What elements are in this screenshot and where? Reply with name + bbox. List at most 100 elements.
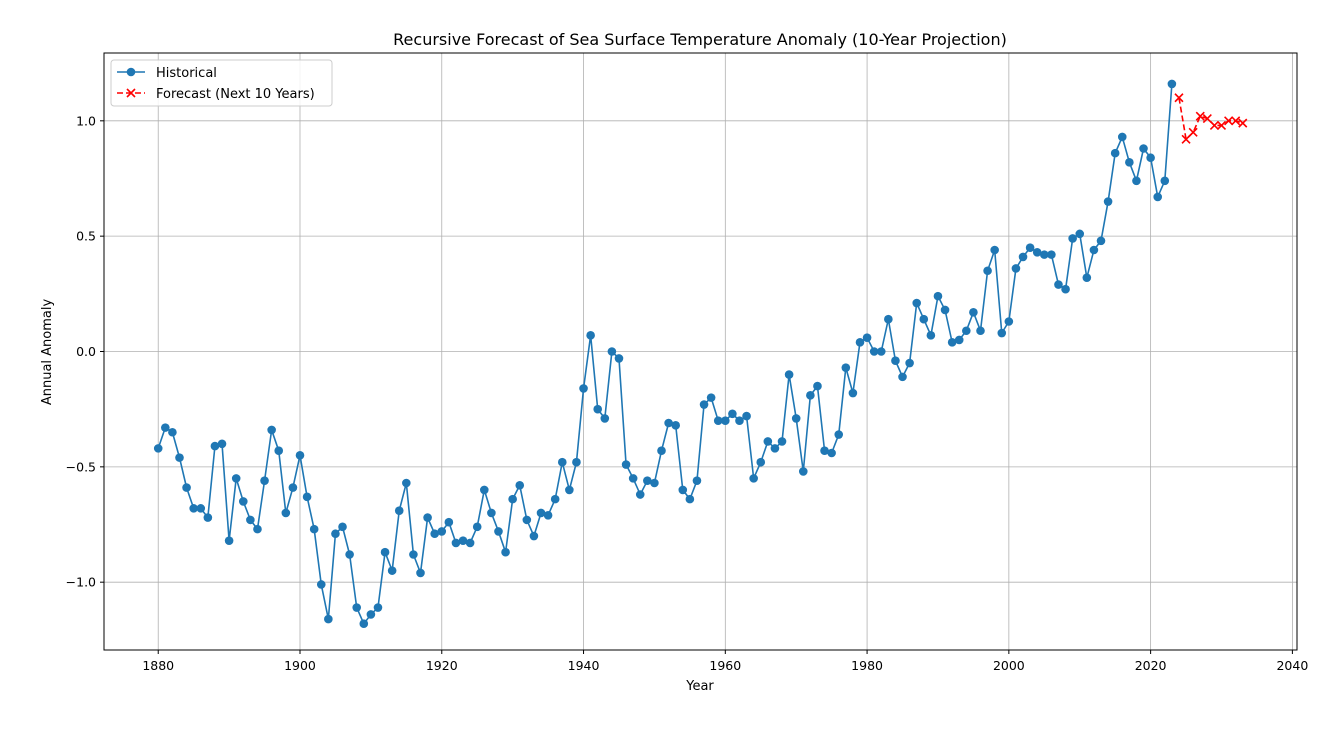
series-line [157, 83, 1173, 626]
data-point [1018, 252, 1028, 262]
data-point [770, 444, 780, 453]
legend-entry: Forecast (Next 10 Years) [117, 87, 315, 102]
x-tick-label: 2000 [993, 658, 1025, 673]
data-point [494, 527, 503, 536]
data-point [238, 497, 248, 506]
legend-entry: Historical [117, 66, 217, 81]
data-point [153, 444, 163, 453]
data-point [465, 538, 475, 548]
y-tick-label: 0.0 [76, 344, 96, 359]
chart-title: Recursive Forecast of Sea Surface Temper… [393, 30, 1007, 49]
data-point [1096, 236, 1106, 246]
data-point [664, 418, 673, 428]
data-point [777, 437, 787, 446]
data-point [508, 494, 517, 504]
data-point [1039, 250, 1049, 259]
data-point [607, 347, 617, 356]
data-point [479, 485, 489, 495]
data-point [912, 298, 922, 308]
data-point [316, 580, 326, 589]
data-point [976, 326, 985, 336]
data-point [1054, 280, 1063, 289]
data-point [572, 457, 581, 467]
data-point [1089, 245, 1099, 255]
data-point [309, 524, 319, 534]
x-tick-label: 1880 [142, 658, 174, 673]
data-point [685, 494, 695, 504]
data-point [820, 446, 829, 455]
data-point [444, 517, 454, 527]
data-point [1195, 111, 1205, 121]
data-point [1068, 234, 1077, 243]
data-point [657, 446, 666, 455]
data-point [806, 391, 815, 400]
data-point [380, 547, 390, 557]
data-point [600, 414, 610, 423]
series-forecast [1174, 93, 1248, 144]
data-point [550, 494, 560, 504]
data-point [586, 331, 595, 340]
data-point [1188, 127, 1198, 137]
legend-marker [126, 67, 136, 77]
data-point [437, 527, 447, 536]
data-point [409, 550, 418, 559]
x-tick-label: 1940 [568, 658, 600, 673]
data-point [969, 307, 978, 317]
data-point [565, 485, 574, 495]
x-tick-label: 2040 [1276, 658, 1308, 673]
x-axis-label: Year [685, 679, 714, 694]
data-point [274, 446, 284, 455]
legend: Historical Forecast (Next 10 Years) [110, 59, 333, 107]
data-point [671, 421, 680, 430]
data-point [848, 388, 858, 398]
data-point [260, 476, 269, 485]
x-tick-label: 1900 [284, 658, 316, 673]
data-point [487, 508, 496, 518]
data-point [1224, 116, 1234, 126]
data-point [1174, 93, 1184, 103]
data-point [919, 314, 929, 324]
data-point [635, 490, 645, 499]
data-point [1231, 116, 1241, 126]
data-point [345, 550, 354, 559]
data-point [763, 437, 773, 446]
data-point [876, 347, 886, 356]
data-point [1125, 158, 1134, 167]
data-point [394, 506, 404, 515]
data-point [1216, 120, 1227, 130]
data-point [1061, 284, 1070, 294]
data-point [281, 508, 291, 518]
data-point [728, 409, 737, 419]
data-point [834, 430, 844, 439]
data-point [628, 474, 638, 483]
data-point [331, 529, 340, 539]
x-tick-label: 1960 [709, 658, 741, 673]
x-tick-label: 1980 [851, 658, 883, 673]
data-point [756, 457, 766, 467]
data-point [1110, 148, 1120, 158]
data-point [692, 476, 702, 485]
data-point [990, 245, 999, 255]
data-point [1132, 176, 1141, 186]
data-point [1103, 197, 1113, 206]
legend-box [110, 59, 333, 107]
data-point [621, 460, 631, 469]
data-point [713, 416, 723, 426]
data-point [175, 453, 184, 462]
data-point [182, 483, 191, 492]
data-point [472, 522, 482, 532]
data-point [742, 411, 751, 421]
data-point [1047, 250, 1056, 259]
data-point [267, 425, 276, 435]
data-point [898, 372, 907, 382]
y-axis-label: Annual Anomaly [40, 299, 55, 406]
series-historical [153, 79, 1177, 629]
data-point [451, 538, 461, 548]
data-point [791, 414, 801, 423]
data-point [1011, 264, 1021, 273]
data-point [905, 358, 914, 368]
data-point [557, 457, 567, 467]
data-point [338, 522, 347, 532]
data-point [253, 524, 262, 534]
legend-label: Forecast (Next 10 Years) [156, 87, 315, 102]
